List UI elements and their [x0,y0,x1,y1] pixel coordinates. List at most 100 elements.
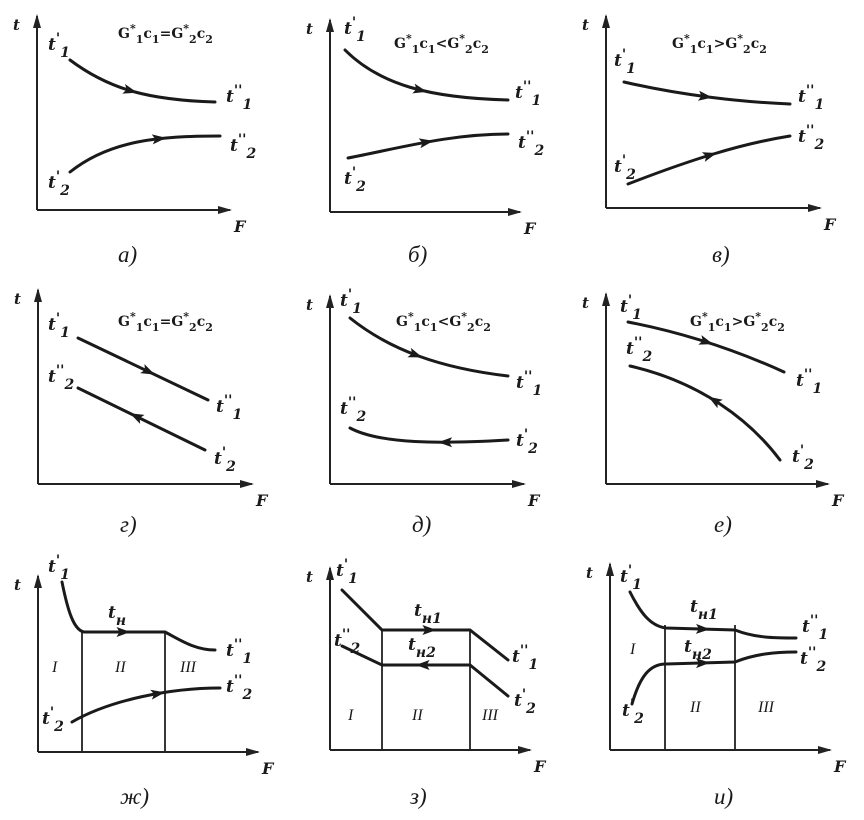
hot-outlet-label: t''1 [798,83,824,113]
hot-outlet-label: t''1 [802,613,828,643]
panel-caption: д) [412,512,431,537]
axis-F-label: F [831,491,845,510]
hot-outlet-label: t''1 [512,643,538,673]
flow-condition-label: G*1c1<G*2c2 [396,310,491,334]
hot-outlet-label: t''1 [796,367,822,397]
hot-inlet-label: t'1 [336,557,358,587]
panel-b: t F G*1c1<G*2c2 t'1 t''1 t'2 t''2 б) [306,15,544,267]
cold-inlet-label: t'2 [614,153,636,183]
zone-label: I [629,641,636,658]
axis-t-label: t [306,568,313,586]
zone-label: I [51,659,58,676]
panel-caption: б) [408,242,427,267]
hot-fluid-curve [343,48,510,102]
flow-direction-arrow [150,689,165,700]
hot-outlet-label: t''1 [516,369,542,399]
flow-direction-arrow [701,152,717,162]
cold-inlet-label: t'2 [514,687,536,717]
panel-caption: е) [714,512,732,537]
hot-inlet-label: t'1 [340,287,362,317]
axis-t-label: t [582,294,589,312]
flow-condition-label: G*1c1>G*2c2 [672,32,767,56]
flow-direction-arrow [708,396,723,409]
axis-F-label: F [533,757,547,776]
flow-direction-arrow [418,138,434,149]
cold-fluid-curve [346,132,510,160]
panel-caption: и) [714,784,733,809]
cold-fluid-curve [76,386,207,452]
cold-fluid-curve [348,426,510,444]
zone-label: III [179,659,197,676]
axis-t-label: t [586,564,593,582]
panel-a: t F G*1c1=G*2c2 t'1 t''1 t'2 t''2 а) [13,14,256,267]
flow-direction-arrow [407,347,423,358]
hot-inlet-label: t'1 [620,293,642,323]
panel-d: t F G*1c1<G*2c2 t'1 t''2 t''1 t'2 д) [306,287,542,537]
axis-t-label: t [306,296,313,314]
axis-t-label: t [13,16,20,34]
phase-change-temp-2-label: tн2 [684,637,712,663]
panel-caption: в) [712,242,730,267]
axis-F-label: F [527,491,541,510]
axis-t-label: t [14,576,21,594]
hot-inlet-label: t'1 [614,47,636,77]
cold-inlet-label: t'2 [48,169,70,199]
cold-outlet-label: t''2 [334,627,360,657]
panel-g: t F G*1c1=G*2c2 t'1 t''2 t''1 t'2 г) [14,288,269,537]
flow-direction-arrow [415,660,430,670]
panel-caption: з) [409,784,427,809]
cold-fluid-curve [68,134,222,174]
flow-direction-arrow [697,90,713,101]
flow-direction-arrow [412,83,428,94]
zone-label: I [347,707,354,724]
phase-change-temp-1-label: tн1 [690,597,718,623]
cold-inlet-label: t'2 [516,427,538,457]
phase-change-temp-1-label: tн1 [414,601,442,627]
flow-condition-label: G*1c1<G*2c2 [394,32,489,56]
axis-t-label: t [14,290,21,308]
hot-inlet-label: t'1 [344,15,366,45]
flow-direction-arrow [151,134,167,145]
cold-outlet-label: t''2 [626,335,652,365]
flow-direction-arrow [695,658,710,669]
cold-inlet-label: t'2 [622,697,644,727]
panel-caption: ж) [120,784,149,809]
axis-F-label: F [261,759,275,778]
hot-fluid-curve [622,80,792,106]
axis-F-label: F [833,757,847,776]
flow-direction-arrow [140,364,155,375]
panel-caption: г) [120,512,137,537]
cold-fluid-curve [628,364,782,462]
panel-caption: а) [118,242,137,267]
axis-t-label: t [582,16,589,34]
hot-inlet-label: t'1 [48,31,70,61]
zone-label: II [689,699,701,716]
axis-F-label: F [255,491,269,510]
flow-direction-arrow [116,627,131,637]
axis-t-label: t [306,20,313,38]
cold-outlet-label: t''2 [226,673,252,703]
cold-inlet-label: t'2 [792,443,814,473]
zone-label: II [114,659,126,676]
cold-outlet-label: t''2 [230,132,256,162]
hot-inlet-label: t'1 [48,311,70,341]
hot-fluid-curve [68,58,217,104]
axis-F-label: F [523,219,537,238]
phase-change-temp-2-label: tн2 [408,635,436,661]
panel-v: t F G*1c1>G*2c2 t'1 t''1 t'2 t''2 в) [582,14,837,267]
hot-inlet-label: t'1 [48,553,70,583]
cold-fluid-curve [626,134,792,186]
phase-change-temp-label: tн [108,603,126,629]
panel-e: t F G*1c1>G*2c2 t'1 t''2 t''1 t'2 е) [582,292,845,537]
zone-label: II [411,707,423,724]
hot-outlet-label: t''1 [515,79,541,109]
cold-fluid-curve [70,686,222,724]
flow-condition-label: G*1c1=G*2c2 [118,310,213,334]
cold-outlet-label: t''2 [798,123,824,153]
hot-fluid-curve [76,336,210,402]
hot-outlet-label: t''1 [216,393,242,423]
flow-condition-label: G*1c1=G*2c2 [118,22,213,46]
